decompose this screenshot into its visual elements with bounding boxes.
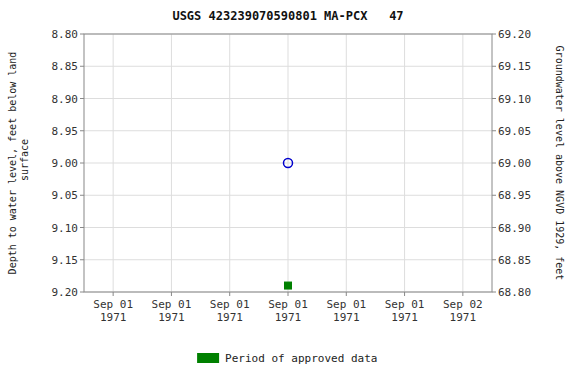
text-line: 1971 [275, 311, 302, 324]
grid-line [171, 34, 172, 292]
y2-axis-label: Groundwater level above NGVD 1929, feet [554, 46, 565, 281]
tick-label: Sep 011971 [385, 298, 425, 324]
tick-label: Sep 011971 [93, 298, 133, 324]
tick-label: Sep 021971 [443, 298, 483, 324]
grid-line [288, 34, 289, 292]
text-line: Sep 01 [152, 298, 192, 311]
tick [80, 259, 84, 260]
tick-label: 69.05 [498, 125, 531, 138]
tick [492, 66, 496, 67]
text-line: 1971 [216, 311, 243, 324]
tick [492, 292, 496, 293]
background [0, 0, 576, 384]
grid [84, 34, 492, 292]
text-line: 1971 [158, 311, 185, 324]
text-line: Sep 01 [326, 298, 366, 311]
text-line: 1971 [100, 311, 127, 324]
tick-label: 9.05 [52, 189, 79, 202]
tick-label: 69.10 [498, 93, 531, 106]
tick-label: 69.20 [498, 28, 531, 41]
tick-label: Sep 011971 [268, 298, 308, 324]
tick [80, 130, 84, 131]
text-line: Sep 01 [210, 298, 250, 311]
chart: 8.80 8.85 8.90 8.95 9.00 9.05 9.10 9.15 9.20 69.2… [0, 0, 576, 384]
grid-line [462, 34, 463, 292]
tick-label: Sep 011971 [152, 298, 192, 324]
plot-frame [84, 34, 492, 292]
text-line: Sep 01 [93, 298, 133, 311]
text-line: Sep 01 [268, 298, 308, 311]
title: USGS 423239070590801 MA-PCX 47 [172, 9, 403, 23]
tick [492, 195, 496, 196]
tick-label: 8.85 [52, 60, 79, 73]
tick [346, 292, 347, 296]
text-line: 1971 [391, 311, 418, 324]
tick [229, 292, 230, 296]
tick [404, 292, 405, 296]
text-line: 1971 [333, 311, 360, 324]
tick-label: Sep 011971 [326, 298, 366, 324]
tick-label: 68.95 [498, 189, 531, 202]
tick [80, 98, 84, 99]
legend-swatch [197, 353, 219, 363]
tick [492, 130, 496, 131]
tick-label: 8.90 [52, 93, 79, 106]
legend-label: Period of approved data [225, 352, 377, 365]
tick-label: 68.85 [498, 254, 531, 267]
tick [492, 259, 496, 260]
tick [288, 292, 289, 296]
text-line: 1971 [450, 311, 477, 324]
text-line: Sep 01 [385, 298, 425, 311]
tick [80, 292, 84, 293]
tick [492, 98, 496, 99]
point [284, 159, 293, 168]
legend: Period of approved data [197, 352, 377, 365]
tick-label: 8.95 [52, 125, 79, 138]
tick-label: Sep 011971 [210, 298, 250, 324]
text-line: Sep 02 [443, 298, 483, 311]
grid-line [113, 34, 114, 292]
tick [492, 163, 496, 164]
tick-label: 69.00 [498, 157, 531, 170]
tick [80, 195, 84, 196]
marks [284, 159, 293, 290]
tick [80, 163, 84, 164]
tick [171, 292, 172, 296]
text-line: Depth to water level, feet below land [7, 52, 18, 275]
grid-line [229, 34, 230, 292]
tick [462, 292, 463, 296]
tick-label: 8.80 [52, 28, 79, 41]
tick [80, 227, 84, 228]
tick [80, 66, 84, 67]
tick [492, 227, 496, 228]
tick-label: 68.90 [498, 222, 531, 235]
grid-line [404, 34, 405, 292]
tick-label: 9.20 [52, 286, 79, 299]
tick-label: 68.80 [498, 286, 531, 299]
tick [80, 34, 84, 35]
y-axis-label: Depth to water level, feet below land su… [7, 52, 30, 275]
tick-label: 69.15 [498, 60, 531, 73]
tick-label: 9.10 [52, 222, 79, 235]
text-line: surface [19, 139, 30, 187]
tick [492, 34, 496, 35]
tick-label: 9.15 [52, 254, 79, 267]
axes: 8.80 8.85 8.90 8.95 9.00 9.05 9.10 9.15 9.20 69.2… [52, 28, 532, 324]
grid-line [346, 34, 347, 292]
point [285, 282, 292, 289]
tick [113, 292, 114, 296]
text-line: Groundwater level above NGVD 1929, feet [554, 46, 565, 281]
tick-label: 9.00 [52, 157, 79, 170]
